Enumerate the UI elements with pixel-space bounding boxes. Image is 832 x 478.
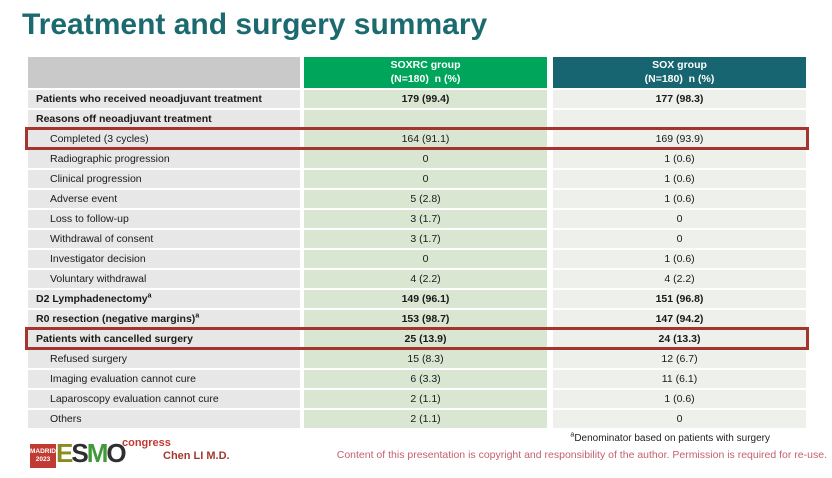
cell-sox: 177 (98.3) <box>553 90 806 108</box>
row-label: Voluntary withdrawal <box>28 270 300 288</box>
table-row: Loss to follow-up 3 (1.7) 0 <box>28 210 806 228</box>
cell-soxrc <box>304 110 547 128</box>
row-label: Imaging evaluation cannot cure <box>28 370 300 388</box>
cell-sox: 12 (6.7) <box>553 350 806 368</box>
cell-soxrc: 5 (2.8) <box>304 190 547 208</box>
footnote: aDenominator based on patients with surg… <box>570 431 770 444</box>
row-label: Withdrawal of consent <box>28 230 300 248</box>
header-soxrc-label: SOXRC group <box>390 58 461 71</box>
cell-soxrc: 0 <box>304 150 547 168</box>
header-cell-empty <box>28 57 300 88</box>
table-body: Patients who received neoadjuvant treatm… <box>25 90 809 428</box>
cell-soxrc: 0 <box>304 250 547 268</box>
table-header-row: SOXRC group (N=180) n (%) SOX group (N=1… <box>28 57 806 88</box>
table-row: Adverse event 5 (2.8) 1 (0.6) <box>28 190 806 208</box>
row-label: Patients who received neoadjuvant treatm… <box>28 90 300 108</box>
cell-sox: 0 <box>553 410 806 428</box>
cell-sox: 1 (0.6) <box>553 390 806 408</box>
cell-sox: 1 (0.6) <box>553 190 806 208</box>
table-row: Patients who received neoadjuvant treatm… <box>28 90 806 108</box>
table-row: D2 Lymphadenectomya 149 (96.1) 151 (96.8… <box>28 290 806 308</box>
row-label: D2 Lymphadenectomya <box>28 290 300 308</box>
cell-soxrc: 2 (1.1) <box>304 390 547 408</box>
esmo-congress-logo: MADRID 2023 ESMO congress <box>30 436 171 474</box>
cell-sox: 24 (13.3) <box>553 330 806 348</box>
header-cell-soxrc: SOXRC group (N=180) n (%) <box>304 57 547 88</box>
cell-soxrc: 15 (8.3) <box>304 350 547 368</box>
table-row: Reasons off neoadjuvant treatment <box>28 110 806 128</box>
table-row: R0 resection (negative margins)a 153 (98… <box>28 310 806 328</box>
row-label: Laparoscopy evaluation cannot cure <box>28 390 300 408</box>
cell-sox: 147 (94.2) <box>553 310 806 328</box>
esmo-wordmark: ESMO <box>56 438 127 468</box>
row-label: Reasons off neoadjuvant treatment <box>28 110 300 128</box>
row-label: Radiographic progression <box>28 150 300 168</box>
esmo-letter-e: E <box>56 438 73 468</box>
table-header: SOXRC group (N=180) n (%) SOX group (N=1… <box>28 57 806 88</box>
cell-soxrc: 4 (2.2) <box>304 270 547 288</box>
cell-sox: 11 (6.1) <box>553 370 806 388</box>
header-cell-sox: SOX group (N=180) n (%) <box>553 57 806 88</box>
cell-sox: 1 (0.6) <box>553 150 806 168</box>
table-row: Others 2 (1.1) 0 <box>28 410 806 428</box>
row-label: Completed (3 cycles) <box>28 130 300 148</box>
header-sox-label: SOX group <box>652 58 707 71</box>
esmo-letter-o: O <box>106 438 126 468</box>
table-row: Voluntary withdrawal 4 (2.2) 4 (2.2) <box>28 270 806 288</box>
cell-soxrc: 149 (96.1) <box>304 290 547 308</box>
cell-soxrc: 2 (1.1) <box>304 410 547 428</box>
cell-sox: 0 <box>553 210 806 228</box>
cell-soxrc: 3 (1.7) <box>304 210 547 228</box>
table-row: Refused surgery 15 (8.3) 12 (6.7) <box>28 350 806 368</box>
header-soxrc-sublabel: (N=180) n (%) <box>390 72 461 85</box>
cell-sox: 4 (2.2) <box>553 270 806 288</box>
table-row: Completed (3 cycles) 164 (91.1) 169 (93.… <box>25 127 809 150</box>
table-row: Patients with cancelled surgery 25 (13.9… <box>25 327 809 350</box>
logo-city: MADRID <box>30 448 56 456</box>
footnote-superscript: a <box>570 431 575 439</box>
table-row: Imaging evaluation cannot cure 6 (3.3) 1… <box>28 370 806 388</box>
row-label: R0 resection (negative margins)a <box>28 310 300 328</box>
cell-soxrc: 179 (99.4) <box>304 90 547 108</box>
cell-soxrc: 6 (3.3) <box>304 370 547 388</box>
row-label: Clinical progression <box>28 170 300 188</box>
row-label: Patients with cancelled surgery <box>28 330 300 348</box>
congress-label: congress <box>122 437 171 449</box>
summary-table: SOXRC group (N=180) n (%) SOX group (N=1… <box>25 57 809 430</box>
cell-sox: 169 (93.9) <box>553 130 806 148</box>
esmo-letter-m: M <box>86 438 109 468</box>
cell-soxrc: 25 (13.9) <box>304 330 547 348</box>
table-row: Withdrawal of consent 3 (1.7) 0 <box>28 230 806 248</box>
cell-sox: 151 (96.8) <box>553 290 806 308</box>
table-row: Radiographic progression 0 1 (0.6) <box>28 150 806 168</box>
cell-sox <box>553 110 806 128</box>
row-label: Refused surgery <box>28 350 300 368</box>
header-sox-sublabel: (N=180) n (%) <box>644 72 715 85</box>
page-title: Treatment and surgery summary <box>22 8 488 41</box>
cell-sox: 1 (0.6) <box>553 170 806 188</box>
footnote-text: Denominator based on patients with surge… <box>574 433 770 444</box>
cell-soxrc: 3 (1.7) <box>304 230 547 248</box>
cell-sox: 0 <box>553 230 806 248</box>
table-row: Investigator decision 0 1 (0.6) <box>28 250 806 268</box>
row-label: Investigator decision <box>28 250 300 268</box>
cell-soxrc: 164 (91.1) <box>304 130 547 148</box>
copyright-notice: Content of this presentation is copyrigh… <box>336 449 827 461</box>
cell-soxrc: 0 <box>304 170 547 188</box>
row-label: Adverse event <box>28 190 300 208</box>
esmo-letter-s: S <box>71 438 88 468</box>
row-label: Others <box>28 410 300 428</box>
presenter-name: Chen LI M.D. <box>163 450 230 462</box>
row-label: Loss to follow-up <box>28 210 300 228</box>
logo-year: 2023 <box>35 456 51 463</box>
table-row: Clinical progression 0 1 (0.6) <box>28 170 806 188</box>
cell-soxrc: 153 (98.7) <box>304 310 547 328</box>
madrid-2023-badge: MADRID 2023 <box>30 444 56 468</box>
table-row: Laparoscopy evaluation cannot cure 2 (1.… <box>28 390 806 408</box>
cell-sox: 1 (0.6) <box>553 250 806 268</box>
